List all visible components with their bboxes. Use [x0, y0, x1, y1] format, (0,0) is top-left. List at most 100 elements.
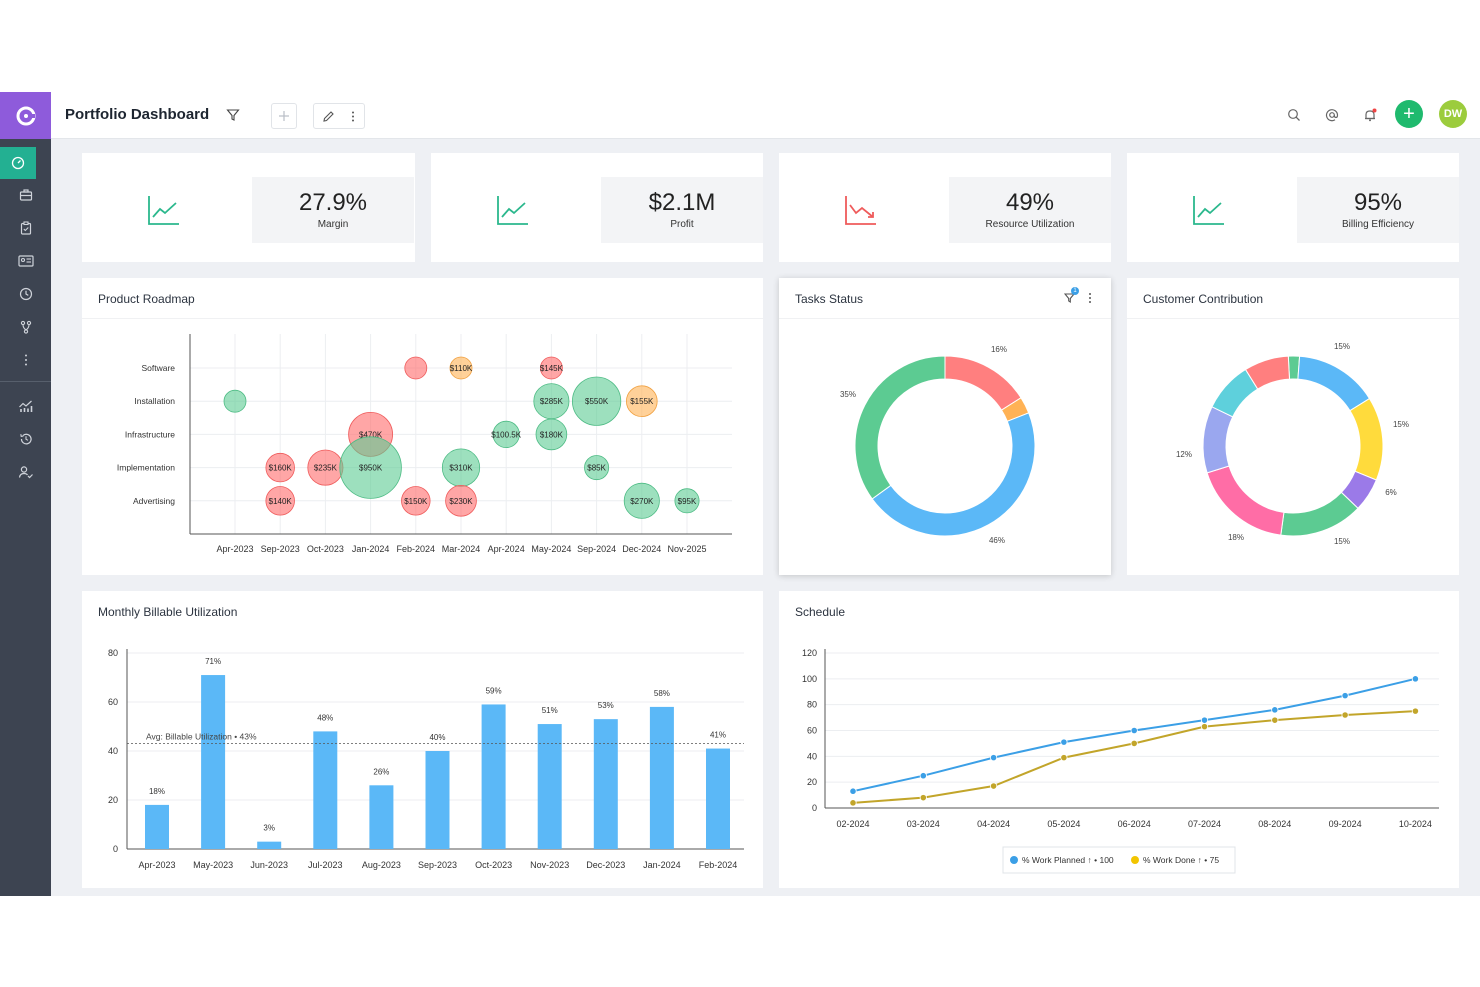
- notifications-button[interactable]: [1360, 105, 1380, 125]
- card-schedule: Schedule 0 20 40 60 80 100 120 02-2024 03-2024 04…: [779, 591, 1459, 888]
- filter-count-badge: 1: [1071, 287, 1079, 295]
- x-tick-label: Dec-2024: [622, 544, 661, 554]
- series-point: [1411, 707, 1420, 715]
- mentions-button[interactable]: [1322, 105, 1342, 125]
- x-tick-label: Apr-2023: [216, 544, 253, 554]
- card-title: Product Roadmap: [98, 292, 195, 306]
- tasks-filter-button[interactable]: 1: [1063, 287, 1079, 304]
- series-point: [1271, 706, 1279, 714]
- edit-button-group: [313, 103, 365, 129]
- x-tick-label: Feb-2024: [699, 860, 738, 870]
- x-tick-label: 10-2024: [1399, 819, 1432, 829]
- bubble-label: $160K: [269, 464, 293, 473]
- bar-data-label: 58%: [654, 689, 670, 698]
- divider: [82, 318, 763, 319]
- bar-data-label: 48%: [317, 713, 333, 722]
- slice-label: 46%: [989, 536, 1005, 545]
- sidebar-divider: [0, 381, 51, 382]
- sidebar-item-dashboard[interactable]: [0, 147, 36, 179]
- bubble-label: $140K: [269, 497, 293, 506]
- create-new-button[interactable]: +: [1395, 100, 1423, 128]
- bubble-label: $150K: [404, 497, 428, 506]
- add-widget-button[interactable]: [271, 103, 297, 129]
- sidebar-item-history[interactable]: [0, 423, 51, 455]
- x-tick-label: Jul-2023: [308, 860, 343, 870]
- roadmap-chart: Software Installation Infrastructure Implem…: [117, 334, 732, 554]
- sidebar-item-more[interactable]: [0, 344, 51, 376]
- search-icon: [1288, 109, 1300, 121]
- bar: [481, 704, 506, 849]
- more-vertical-icon[interactable]: [350, 110, 356, 123]
- x-tick-label: May-2023: [193, 860, 233, 870]
- legend-box: [1002, 846, 1236, 874]
- bubble-label: $950K: [359, 464, 383, 473]
- y-tick-label: 20: [108, 795, 118, 805]
- series-point: [1130, 739, 1138, 748]
- card-customer-contribution: Customer Contribution 15% 15% 6% 15% 18% 12%: [1127, 278, 1459, 575]
- donut-slice: [1244, 355, 1291, 390]
- bar: [425, 751, 450, 849]
- bubble: [401, 486, 431, 516]
- bar-data-label: 59%: [486, 686, 502, 695]
- series-point: [990, 754, 998, 762]
- slice-label: 16%: [991, 345, 1007, 354]
- sidebar: [0, 92, 51, 896]
- bubble-label: $145K: [540, 364, 564, 373]
- bubble: [265, 452, 295, 483]
- donut-slice: [1297, 355, 1371, 412]
- bubble: [535, 418, 568, 451]
- bubble: [539, 356, 563, 380]
- y-tick-label: Implementation: [117, 463, 175, 473]
- search-button[interactable]: [1284, 105, 1304, 125]
- y-tick-label: Installation: [134, 396, 175, 406]
- kpi-label: Resource Utilization: [985, 219, 1075, 230]
- slice-label: 35%: [840, 390, 856, 399]
- x-tick-label: Aug-2023: [362, 860, 401, 870]
- pencil-icon[interactable]: [322, 110, 335, 123]
- x-tick-label: Sep-2024: [577, 544, 616, 554]
- sidebar-item-tasks[interactable]: [0, 212, 51, 244]
- filter-button[interactable]: [223, 105, 243, 125]
- x-tick-label: 06-2024: [1118, 819, 1151, 829]
- series-line: [852, 710, 1416, 804]
- sidebar-item-workflows[interactable]: [0, 311, 51, 343]
- y-tick-label: 80: [108, 648, 118, 658]
- logo-icon: [16, 106, 35, 125]
- bubble: [265, 486, 295, 516]
- bubble-label: $85K: [587, 464, 606, 473]
- card-title: Customer Contribution: [1143, 292, 1264, 306]
- bubble-label: $285K: [540, 397, 564, 406]
- x-tick-label: 07-2024: [1188, 819, 1221, 829]
- card-title: Monthly Billable Utilization: [98, 605, 238, 619]
- x-tick-label: Mar-2024: [442, 544, 481, 554]
- avatar[interactable]: DW: [1439, 100, 1467, 128]
- x-tick-label: Feb-2024: [397, 544, 436, 554]
- trend-up-icon: [148, 196, 179, 225]
- kpi-card-billing-efficiency: 95% Billing Efficiency: [1127, 153, 1459, 262]
- sidebar-item-users[interactable]: [0, 456, 51, 488]
- bar-data-label: 53%: [598, 701, 614, 710]
- top-bar: Portfolio Dashboard + DW: [51, 92, 1480, 139]
- trend-down-icon: [845, 196, 876, 225]
- x-tick-label: Nov-2025: [667, 544, 706, 554]
- sidebar-item-portfolio[interactable]: [0, 179, 51, 211]
- sidebar-item-resources[interactable]: [0, 245, 51, 277]
- bar: [313, 731, 338, 849]
- y-tick-label: Infrastructure: [125, 429, 175, 439]
- donut-slice: [1280, 491, 1359, 537]
- filter-icon: [226, 109, 240, 121]
- app-logo[interactable]: [0, 92, 51, 139]
- kpi-value: 49%: [1005, 189, 1055, 216]
- sidebar-item-analytics[interactable]: [0, 390, 51, 422]
- x-tick-label: Apr-2023: [138, 860, 175, 870]
- x-tick-label: 03-2024: [907, 819, 940, 829]
- x-tick-label: Sep-2023: [418, 860, 457, 870]
- more-vertical-icon[interactable]: [1087, 292, 1093, 304]
- app-window: Portfolio Dashboard + DW 27.9% Margin: [0, 92, 1480, 896]
- y-tick-label: 40: [807, 751, 817, 761]
- plus-icon: +: [1403, 103, 1415, 125]
- slice-label: 18%: [1228, 533, 1244, 542]
- kpi-card-margin: 27.9% Margin: [82, 153, 415, 262]
- series-point: [1341, 692, 1349, 700]
- sidebar-item-timesheets[interactable]: [0, 278, 51, 310]
